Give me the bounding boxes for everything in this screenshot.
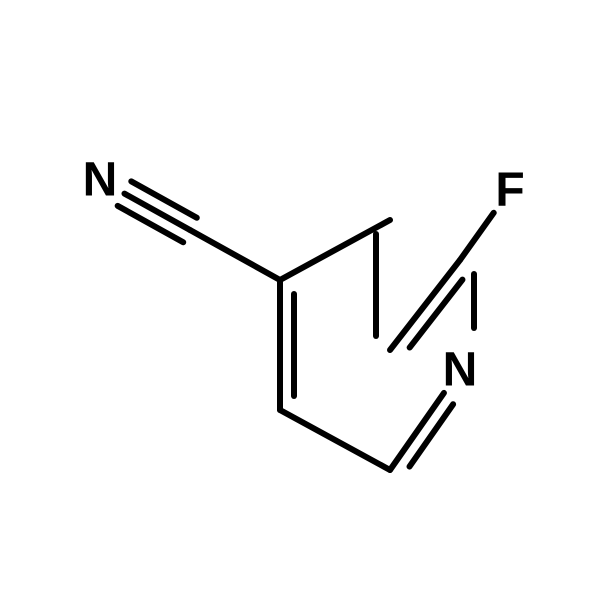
- atom-label-n: N: [83, 154, 118, 207]
- bonds-group: [118, 181, 494, 470]
- molecule-diagram: N F N: [0, 0, 600, 600]
- atom-label-f: F: [495, 164, 524, 217]
- atom-label-n: N: [443, 344, 478, 397]
